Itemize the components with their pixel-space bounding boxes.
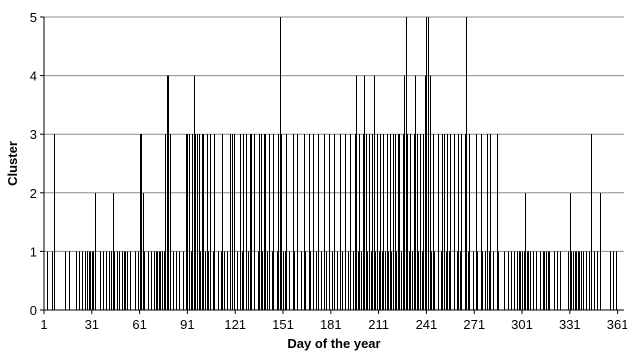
y-tick-label: 2: [30, 186, 37, 201]
x-axis-title: Day of the year: [287, 336, 380, 351]
x-tick-labels: 1 31 61 91 121 151 181 211 241 271 301 331 361: [40, 310, 627, 332]
y-tick-label: 1: [30, 244, 37, 259]
y-tick-label: 5: [30, 10, 37, 25]
y-tick-label: 3: [30, 127, 37, 142]
x-tick-label: 61: [132, 317, 146, 332]
y-tick-labels: 0 1 2 3 4 5: [30, 10, 44, 318]
x-tick-label: 211: [368, 317, 389, 332]
y-tick-label: 4: [30, 69, 37, 84]
x-tick-label: 1: [40, 317, 47, 332]
x-tick-label: 241: [416, 317, 438, 332]
x-tick-label: 151: [272, 317, 294, 332]
y-axis-title: Cluster: [5, 141, 20, 186]
x-tick-label: 181: [320, 317, 342, 332]
x-tick-label: 301: [511, 317, 533, 332]
x-tick-label: 271: [463, 317, 485, 332]
x-tick-label: 361: [607, 317, 627, 332]
y-tick-label: 0: [30, 303, 37, 318]
x-tick-label: 121: [224, 317, 246, 332]
data-bars: [47, 17, 617, 310]
x-tick-label: 31: [85, 317, 99, 332]
x-tick-label: 91: [180, 317, 194, 332]
x-tick-label: 331: [559, 317, 581, 332]
